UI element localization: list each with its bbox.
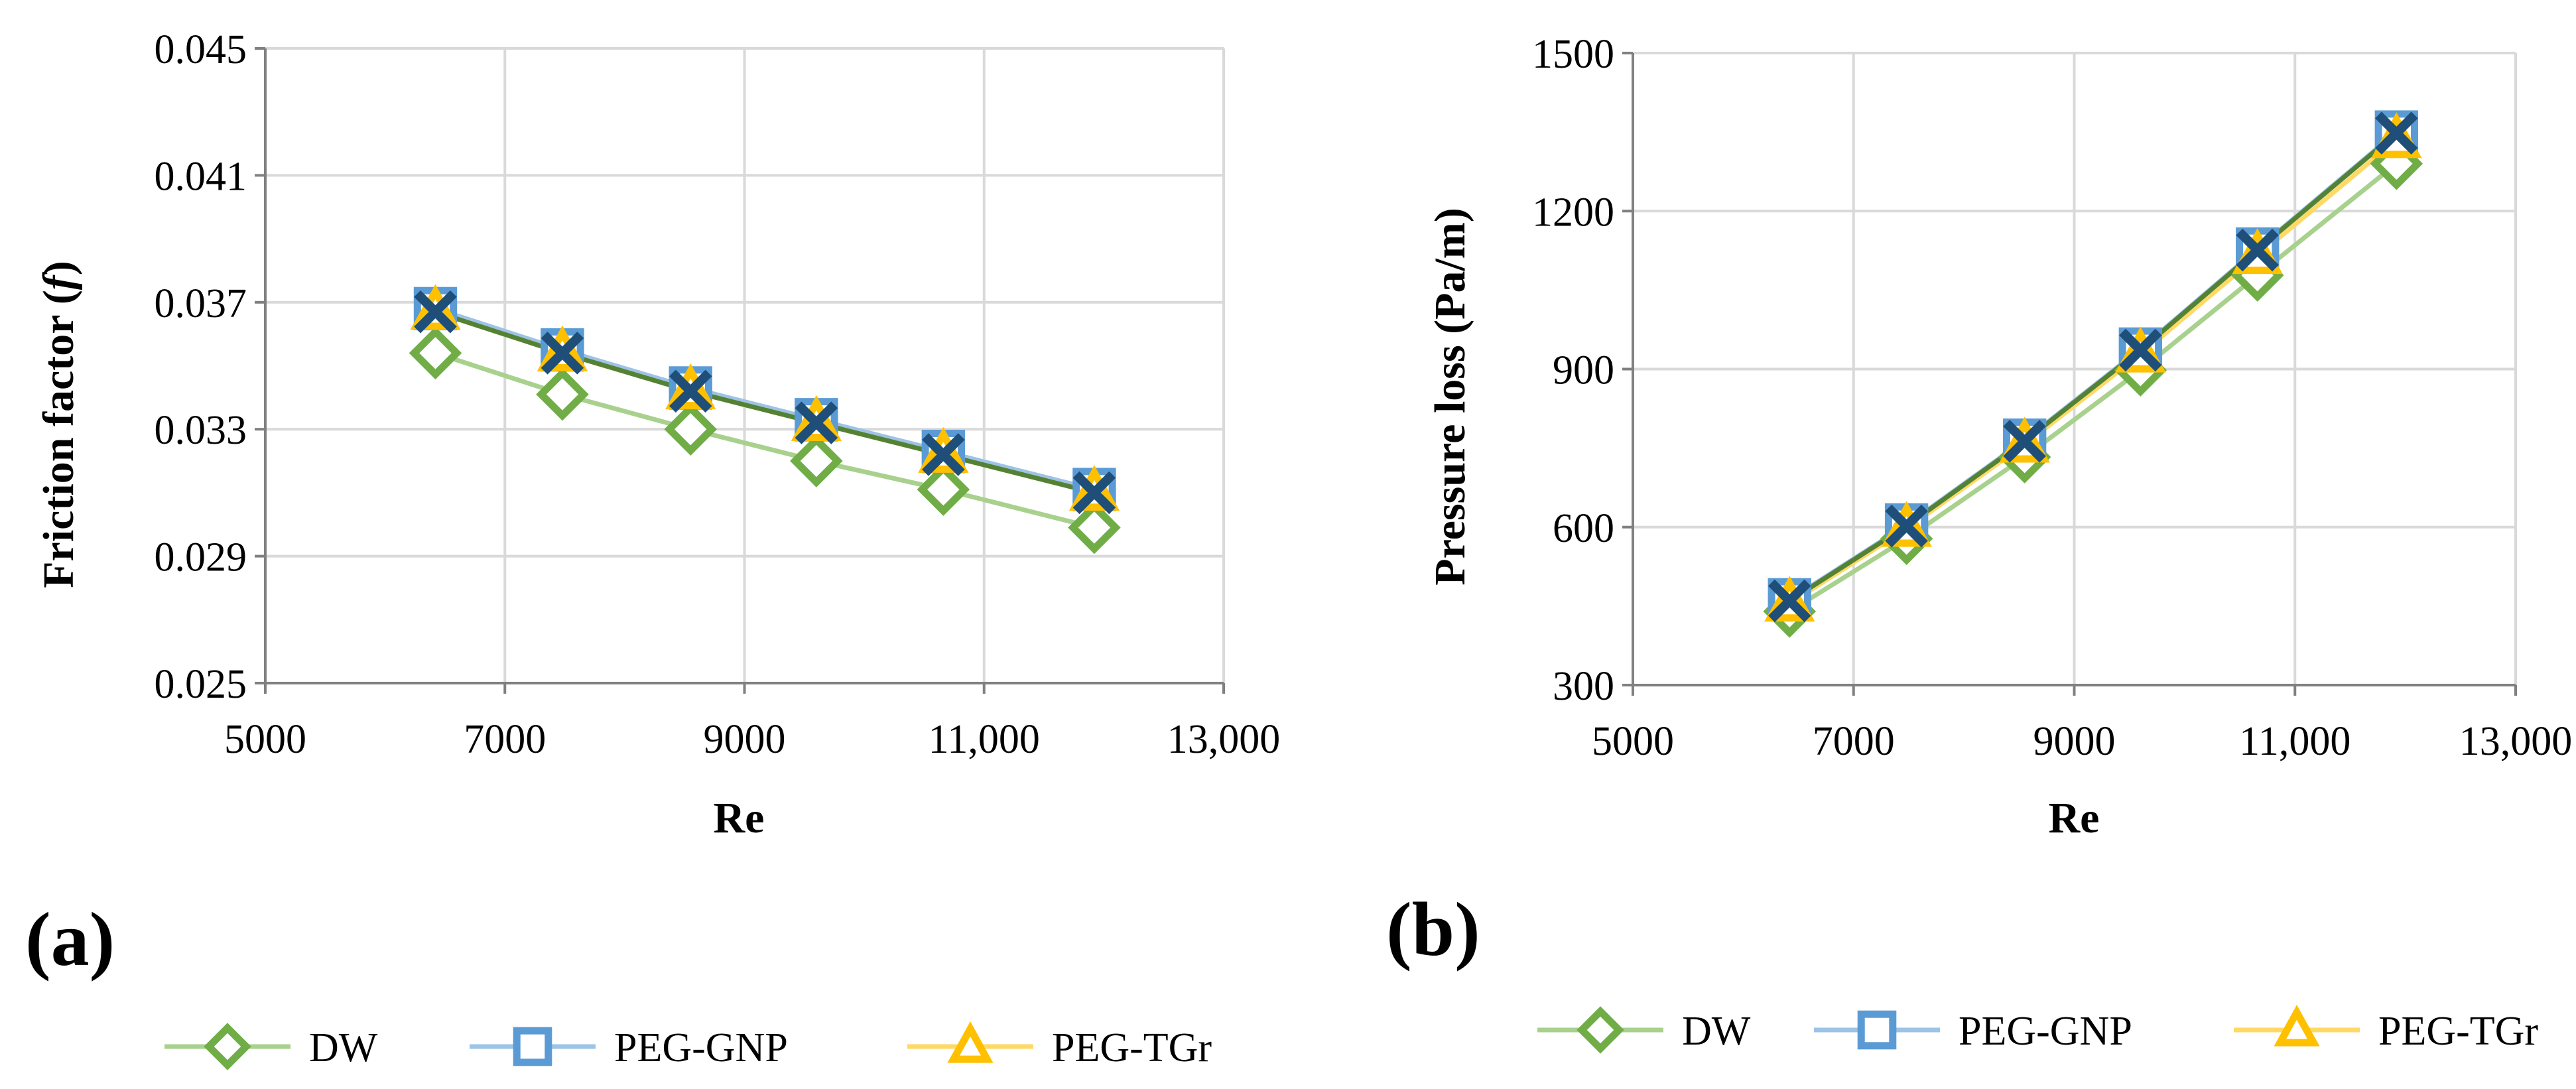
chart-a-tick-labels: 5000 7000 9000 11,000 13,000 0.025 0.029 0.033 0… bbox=[155, 27, 1281, 762]
b-marker-peg-gnp-tgr bbox=[2119, 328, 2162, 372]
chart-b-markers bbox=[1763, 110, 2423, 638]
legend-a-label-peg-tgr: PEG-TGr bbox=[1052, 1025, 1212, 1070]
b-series-line-dw bbox=[1788, 162, 2398, 613]
legend-a-marker-peg-gnp bbox=[513, 1027, 552, 1066]
a-series-line-dw bbox=[434, 351, 1095, 530]
b-ytick-label: 1200 bbox=[1532, 190, 1614, 235]
a-marker-dw bbox=[409, 326, 462, 380]
legend-a-item-peg-tgr: PEG-TGr bbox=[907, 1021, 1212, 1070]
a-marker-peg-gnp-tgr bbox=[922, 433, 965, 476]
legend-b-marker-peg-tgr bbox=[2274, 1005, 2320, 1047]
legend-a-label-dw: DW bbox=[309, 1025, 378, 1070]
a-marker-peg-gnp-tgr bbox=[541, 332, 584, 375]
b-ytick-label: 300 bbox=[1553, 664, 1614, 709]
legend-a: DW PEG-GNP PEG-TGr bbox=[164, 1021, 1212, 1070]
chart-b-ylabel: Pressure loss (Pa/m) bbox=[1426, 208, 1474, 585]
b-marker-peg-gnp-tgr bbox=[2003, 420, 2046, 463]
a-xtick-label: 7000 bbox=[464, 717, 546, 762]
a-marker-dw bbox=[664, 403, 717, 456]
a-xtick-label: 9000 bbox=[704, 717, 786, 762]
legend-b-item-peg-gnp: PEG-GNP bbox=[1814, 1009, 2132, 1054]
chart-a-lines bbox=[434, 306, 1095, 530]
b-series-line-peg-gnp bbox=[1788, 130, 2398, 602]
b-marker-peg-gnp-tgr bbox=[1768, 579, 1811, 623]
b-xtick-label: 5000 bbox=[1592, 719, 1674, 764]
chart-a-markers bbox=[409, 284, 1121, 554]
b-marker-peg-gnp-tgr bbox=[2375, 111, 2418, 155]
a-ytick-label: 0.045 bbox=[155, 27, 247, 72]
b-ytick-label: 600 bbox=[1553, 506, 1614, 551]
legend-b-label-peg-gnp: PEG-GNP bbox=[1959, 1009, 2132, 1054]
legend-a-marker-peg-tgr bbox=[947, 1021, 994, 1063]
a-ytick-label: 0.041 bbox=[155, 154, 247, 199]
a-ytick-label: 0.037 bbox=[155, 281, 247, 326]
legend-b-item-dw: DW bbox=[1537, 1006, 1751, 1054]
b-marker-peg-gnp-tgr bbox=[2236, 228, 2279, 272]
chart-a-xlabel: Re bbox=[714, 794, 765, 842]
legend-a-item-dw: DW bbox=[164, 1023, 378, 1070]
legend-b-label-dw: DW bbox=[1682, 1009, 1751, 1054]
chart-b-pressure-loss: 5000 7000 9000 11,000 13,000 300 600 900 1200 150… bbox=[1386, 32, 2572, 972]
legend-b-label-peg-tgr: PEG-TGr bbox=[2378, 1009, 2538, 1054]
b-xtick-label: 13,000 bbox=[2459, 719, 2573, 764]
panel-label-a: (a) bbox=[25, 897, 115, 982]
legend-a-label-peg-gnp: PEG-GNP bbox=[614, 1025, 788, 1070]
b-ytick-label: 900 bbox=[1553, 348, 1614, 393]
legend-b-marker-dw bbox=[1577, 1006, 1624, 1054]
a-marker-dw bbox=[917, 463, 970, 516]
a-xtick-label: 13,000 bbox=[1167, 717, 1281, 762]
a-marker-peg-gnp-tgr bbox=[669, 369, 712, 413]
panel-label-b: (b) bbox=[1386, 887, 1480, 972]
b-series-line-peg-gnp-tgr bbox=[1788, 131, 2398, 603]
chart-b-lines bbox=[1788, 130, 2398, 613]
chart-a-grid bbox=[255, 47, 1225, 694]
chart-b-grid bbox=[1622, 52, 2517, 696]
a-marker-peg-gnp-tgr bbox=[1072, 471, 1116, 515]
chart-a-ylabel: Friction factor (f) bbox=[34, 261, 83, 588]
a-xtick-label: 11,000 bbox=[929, 717, 1040, 762]
b-xtick-label: 9000 bbox=[2033, 719, 2116, 764]
chart-a-friction-factor: 5000 7000 9000 11,000 13,000 0.025 0.029 0.033 0… bbox=[25, 27, 1280, 982]
legend-b-marker-peg-gnp bbox=[1857, 1010, 1897, 1050]
chart-b-tick-labels: 5000 7000 9000 11,000 13,000 300 600 900 1200 150… bbox=[1532, 32, 2572, 764]
a-ytick-label: 0.033 bbox=[155, 408, 247, 453]
b-marker-peg-gnp-tgr bbox=[1885, 504, 1928, 548]
a-xtick-label: 5000 bbox=[224, 717, 306, 762]
a-marker-dw bbox=[790, 434, 843, 487]
b-xtick-label: 11,000 bbox=[2239, 719, 2351, 764]
legend-b-item-peg-tgr: PEG-TGr bbox=[2234, 1005, 2538, 1054]
a-ytick-label: 0.025 bbox=[155, 662, 247, 707]
legend-a-item-peg-gnp: PEG-GNP bbox=[470, 1025, 788, 1070]
legend-b: DW PEG-GNP PEG-TGr bbox=[1537, 1005, 2538, 1054]
a-series-line-peg-gnp bbox=[434, 306, 1095, 492]
b-xtick-label: 7000 bbox=[1813, 719, 1895, 764]
chart-b-xlabel: Re bbox=[2049, 794, 2100, 842]
a-marker-dw bbox=[536, 367, 589, 421]
b-ytick-label: 1500 bbox=[1532, 32, 1614, 77]
a-marker-dw bbox=[1068, 501, 1121, 554]
legend-a-marker-dw bbox=[204, 1023, 251, 1070]
a-marker-peg-gnp-tgr bbox=[414, 290, 457, 334]
a-ytick-label: 0.029 bbox=[155, 535, 247, 580]
a-marker-peg-gnp-tgr bbox=[795, 401, 838, 444]
